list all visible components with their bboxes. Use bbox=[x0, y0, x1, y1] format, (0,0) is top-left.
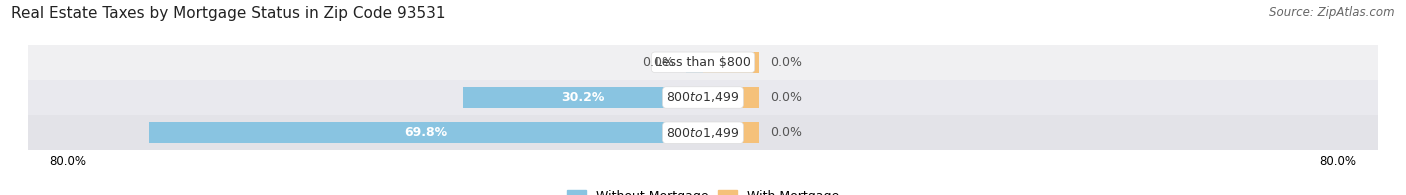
Bar bbox=[28, 115, 1378, 150]
Bar bbox=[703, 87, 759, 108]
Text: 0.0%: 0.0% bbox=[770, 56, 803, 69]
Text: Source: ZipAtlas.com: Source: ZipAtlas.com bbox=[1270, 6, 1395, 19]
Text: Real Estate Taxes by Mortgage Status in Zip Code 93531: Real Estate Taxes by Mortgage Status in … bbox=[11, 6, 446, 21]
Bar bbox=[686, 52, 703, 73]
Text: 0.0%: 0.0% bbox=[770, 91, 803, 104]
Text: $800 to $1,499: $800 to $1,499 bbox=[666, 126, 740, 140]
Bar bbox=[28, 80, 1378, 115]
Bar bbox=[703, 122, 759, 143]
Text: 30.2%: 30.2% bbox=[561, 91, 605, 104]
Bar bbox=[149, 122, 703, 143]
Text: 69.8%: 69.8% bbox=[405, 126, 447, 139]
Bar bbox=[28, 45, 1378, 80]
Text: 0.0%: 0.0% bbox=[770, 126, 803, 139]
Text: Less than $800: Less than $800 bbox=[655, 56, 751, 69]
Bar bbox=[463, 87, 703, 108]
Text: $800 to $1,499: $800 to $1,499 bbox=[666, 90, 740, 105]
Bar bbox=[703, 52, 759, 73]
Legend: Without Mortgage, With Mortgage: Without Mortgage, With Mortgage bbox=[567, 190, 839, 195]
Text: 0.0%: 0.0% bbox=[643, 56, 675, 69]
